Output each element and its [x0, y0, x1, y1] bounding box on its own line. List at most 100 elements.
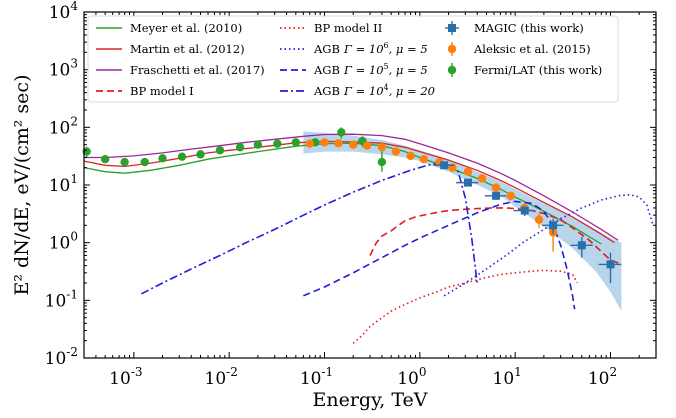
- legend-label: MAGIC (this work): [474, 21, 584, 35]
- legend-label: Aleksic et al. (2015): [473, 42, 591, 56]
- circle-marker: [391, 147, 401, 156]
- circle-marker: [291, 138, 301, 147]
- axis-ticks-layer: 10-3 10-2 10-1 100 101 102 10-2 10-1 100 101 102 10…: [45, 0, 657, 389]
- circle-marker: [196, 150, 205, 159]
- circle-marker: [215, 146, 225, 155]
- data-points-layer: [82, 127, 622, 283]
- legend: Meyer et al. (2010) Martin et al. (2012) F…: [87, 15, 619, 103]
- legend-marker: [447, 44, 457, 54]
- series-line-6: [303, 200, 576, 310]
- data-point: [120, 157, 129, 167]
- circle-marker: [377, 157, 387, 167]
- circle-marker: [477, 174, 487, 183]
- data-point: [140, 157, 149, 167]
- circle-marker: [349, 140, 358, 149]
- x-tick-label: 102: [588, 365, 617, 389]
- y-tick-label: 101: [49, 172, 78, 196]
- legend-entry: Aleksic et al. (2015): [447, 42, 591, 56]
- circle-marker: [334, 139, 343, 148]
- y-tick-label: 10-2: [45, 345, 78, 369]
- x-tick-label: 101: [493, 365, 522, 389]
- circle-marker: [305, 139, 314, 148]
- circle-marker: [235, 143, 245, 152]
- data-point: [419, 155, 428, 164]
- data-point: [273, 139, 282, 148]
- data-point: [253, 140, 263, 149]
- circle-marker: [158, 154, 167, 163]
- legend-entry: Meyer et al. (2010): [96, 21, 242, 35]
- data-point: [506, 191, 516, 200]
- legend-label: Fermi/LAT (this work): [474, 63, 602, 77]
- legend-marker: [447, 65, 457, 75]
- legend-entry: AGB Γ = 104, μ = 20: [280, 83, 435, 98]
- data-point: [513, 206, 535, 217]
- x-tick-label: 10-2: [205, 365, 238, 389]
- circle-marker: [534, 215, 544, 224]
- legend-label: AGB Γ = 105, μ = 5: [313, 62, 428, 77]
- square-marker: [577, 241, 586, 250]
- x-axis-title: Energy, TeV: [312, 389, 427, 411]
- y-tick-label: 103: [49, 57, 78, 81]
- data-point: [484, 191, 507, 200]
- series-line-4: [352, 269, 579, 344]
- data-point: [215, 146, 225, 155]
- data-point: [337, 127, 346, 139]
- data-point: [391, 147, 401, 156]
- data-point: [406, 151, 415, 161]
- legend-entry: Fraschetti et al. (2017): [96, 63, 265, 77]
- series-line-5: [443, 193, 654, 297]
- data-point: [235, 143, 245, 152]
- data-point: [177, 152, 187, 161]
- legend-label: AGB Γ = 106, μ = 5: [313, 41, 428, 56]
- x-tick-label: 10-1: [300, 365, 333, 389]
- circle-marker: [491, 183, 501, 192]
- data-point: [477, 174, 487, 183]
- legend-entry: Martin et al. (2012): [96, 42, 245, 56]
- square-marker: [520, 206, 529, 215]
- data-point: [320, 138, 329, 147]
- square-marker: [549, 221, 558, 230]
- circle-marker: [463, 167, 473, 176]
- data-point: [534, 213, 544, 228]
- square-marker: [606, 260, 615, 269]
- legend-box: [87, 15, 619, 103]
- square-marker: [492, 191, 501, 200]
- data-point: [433, 161, 455, 170]
- legend-label: Meyer et al. (2010): [130, 21, 242, 35]
- data-point: [334, 139, 343, 148]
- data-point: [463, 167, 473, 176]
- legend-entry: Fermi/LAT (this work): [447, 63, 602, 77]
- data-point: [305, 139, 314, 148]
- x-tick-label: 10-3: [109, 365, 142, 389]
- legend-label: BP model II: [314, 21, 382, 35]
- circle-marker: [100, 155, 110, 164]
- legend-label: Fraschetti et al. (2017): [130, 63, 265, 77]
- data-point: [456, 178, 479, 187]
- circle-marker: [506, 191, 516, 200]
- legend-marker: [448, 24, 456, 32]
- circle-marker: [253, 140, 263, 149]
- series-line-7: [141, 161, 478, 295]
- x-tick-label: 100: [397, 365, 426, 389]
- square-marker: [440, 161, 449, 170]
- legend-label: AGB Γ = 104, μ = 20: [313, 83, 435, 98]
- series-line-3: [369, 207, 622, 266]
- y-tick-label: 10-1: [45, 287, 78, 311]
- data-point: [570, 237, 593, 258]
- data-point: [158, 154, 167, 163]
- y-tick-label: 102: [49, 114, 78, 138]
- data-point: [377, 143, 387, 152]
- data-point: [196, 150, 205, 159]
- data-point: [362, 141, 372, 150]
- legend-label: Martin et al. (2012): [130, 42, 245, 56]
- circle-marker: [337, 128, 346, 137]
- circle-marker: [419, 155, 428, 164]
- circle-marker: [177, 152, 187, 161]
- circle-marker: [406, 151, 415, 161]
- data-point: [349, 140, 358, 149]
- square-marker: [464, 178, 473, 187]
- legend-entry: BP model I: [96, 84, 194, 98]
- legend-entry: MAGIC (this work): [445, 21, 584, 35]
- circle-marker: [362, 141, 372, 150]
